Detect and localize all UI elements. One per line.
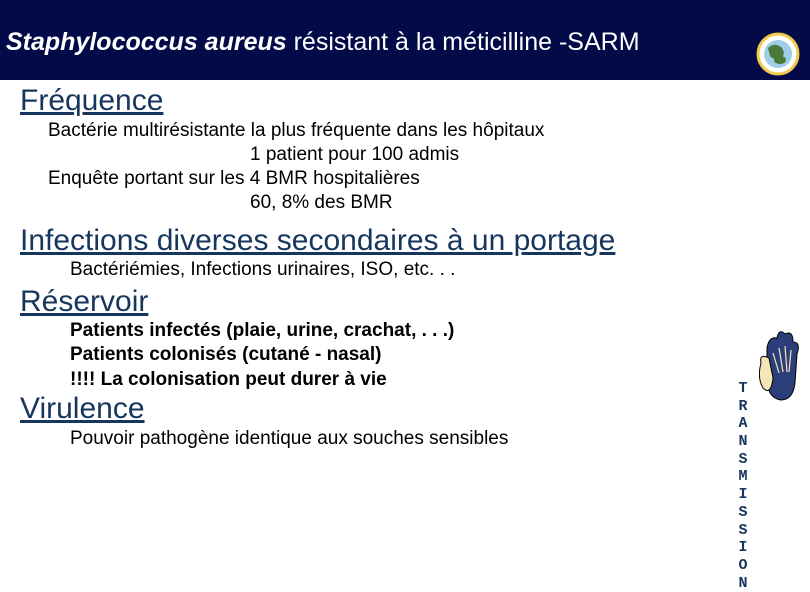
heading-reservoir: Réservoir <box>0 285 810 320</box>
globe-logo-icon <box>756 32 800 76</box>
title-species: Staphylococcus aureus <box>6 28 287 56</box>
vertical-transmission-label: TRANSMISSION <box>736 380 750 592</box>
frequence-line3: Enquête portant sur les 4 BMR hospitaliè… <box>0 167 810 191</box>
slide-title: Staphylococcus aureus résistant à la mét… <box>0 28 810 57</box>
infections-line1: Bactériémies, Infections urinaires, ISO,… <box>0 258 810 282</box>
heading-infections: Infections diverses secondaires à un por… <box>0 224 810 259</box>
slide-header: Staphylococcus aureus résistant à la mét… <box>0 0 810 80</box>
title-rest: résistant à la méticilline -SARM <box>287 28 640 56</box>
frequence-line1: Bactérie multirésistante la plus fréquen… <box>0 119 810 143</box>
frequence-line4: 60, 8% des BMR <box>0 191 810 215</box>
frequence-line2: 1 patient pour 100 admis <box>0 143 810 167</box>
reservoir-line3: !!!! La colonisation peut durer à vie <box>0 368 810 392</box>
reservoir-line1: Patients infectés (plaie, urine, crachat… <box>0 319 810 343</box>
reservoir-line2: Patients colonisés (cutané - nasal) <box>0 343 810 367</box>
heading-virulence: Virulence <box>0 392 810 427</box>
heading-frequence: Fréquence <box>0 84 810 119</box>
virulence-line1: Pouvoir pathogène identique aux souches … <box>0 427 810 451</box>
slide-content: Fréquence Bactérie multirésistante la pl… <box>0 80 810 451</box>
hands-icon <box>759 328 805 403</box>
